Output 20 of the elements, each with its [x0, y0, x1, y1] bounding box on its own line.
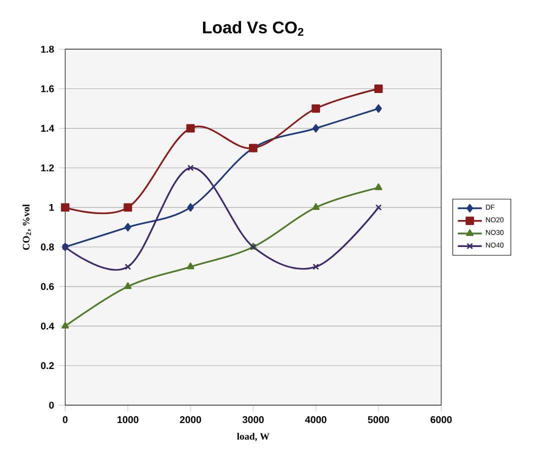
y-tick-label: 1.4	[41, 124, 54, 132]
x-axis-title: load, W	[236, 432, 270, 442]
y-tick-label: 0.4	[40, 322, 54, 330]
chart-title: Load Vs CO$_{2}$	[203, 21, 304, 36]
y-tick-label: 0.6	[40, 283, 54, 290]
x-tick-label: 2000	[180, 416, 202, 424]
y-tick-label: 1	[49, 204, 54, 211]
x-tick-label: 0	[62, 416, 68, 424]
x-tick-label: 1000	[118, 416, 138, 424]
x-tick-label: 5000	[368, 416, 390, 424]
y-tick-label: 0.8	[40, 244, 54, 250]
y-tick-label: 1.6	[41, 85, 54, 92]
x-tick-label: 4000	[305, 416, 326, 424]
y-tick-label: 0	[49, 402, 54, 409]
y-tick-label: 1.8	[41, 46, 54, 53]
x-tick-label: 6000	[430, 416, 452, 424]
y-tick-label: 1.2	[41, 164, 54, 172]
x-tick-label: 3000	[242, 416, 264, 424]
y-tick-label: 0.2	[40, 362, 54, 370]
y-axis-title: CO$_{2}$, %vol	[22, 204, 31, 250]
